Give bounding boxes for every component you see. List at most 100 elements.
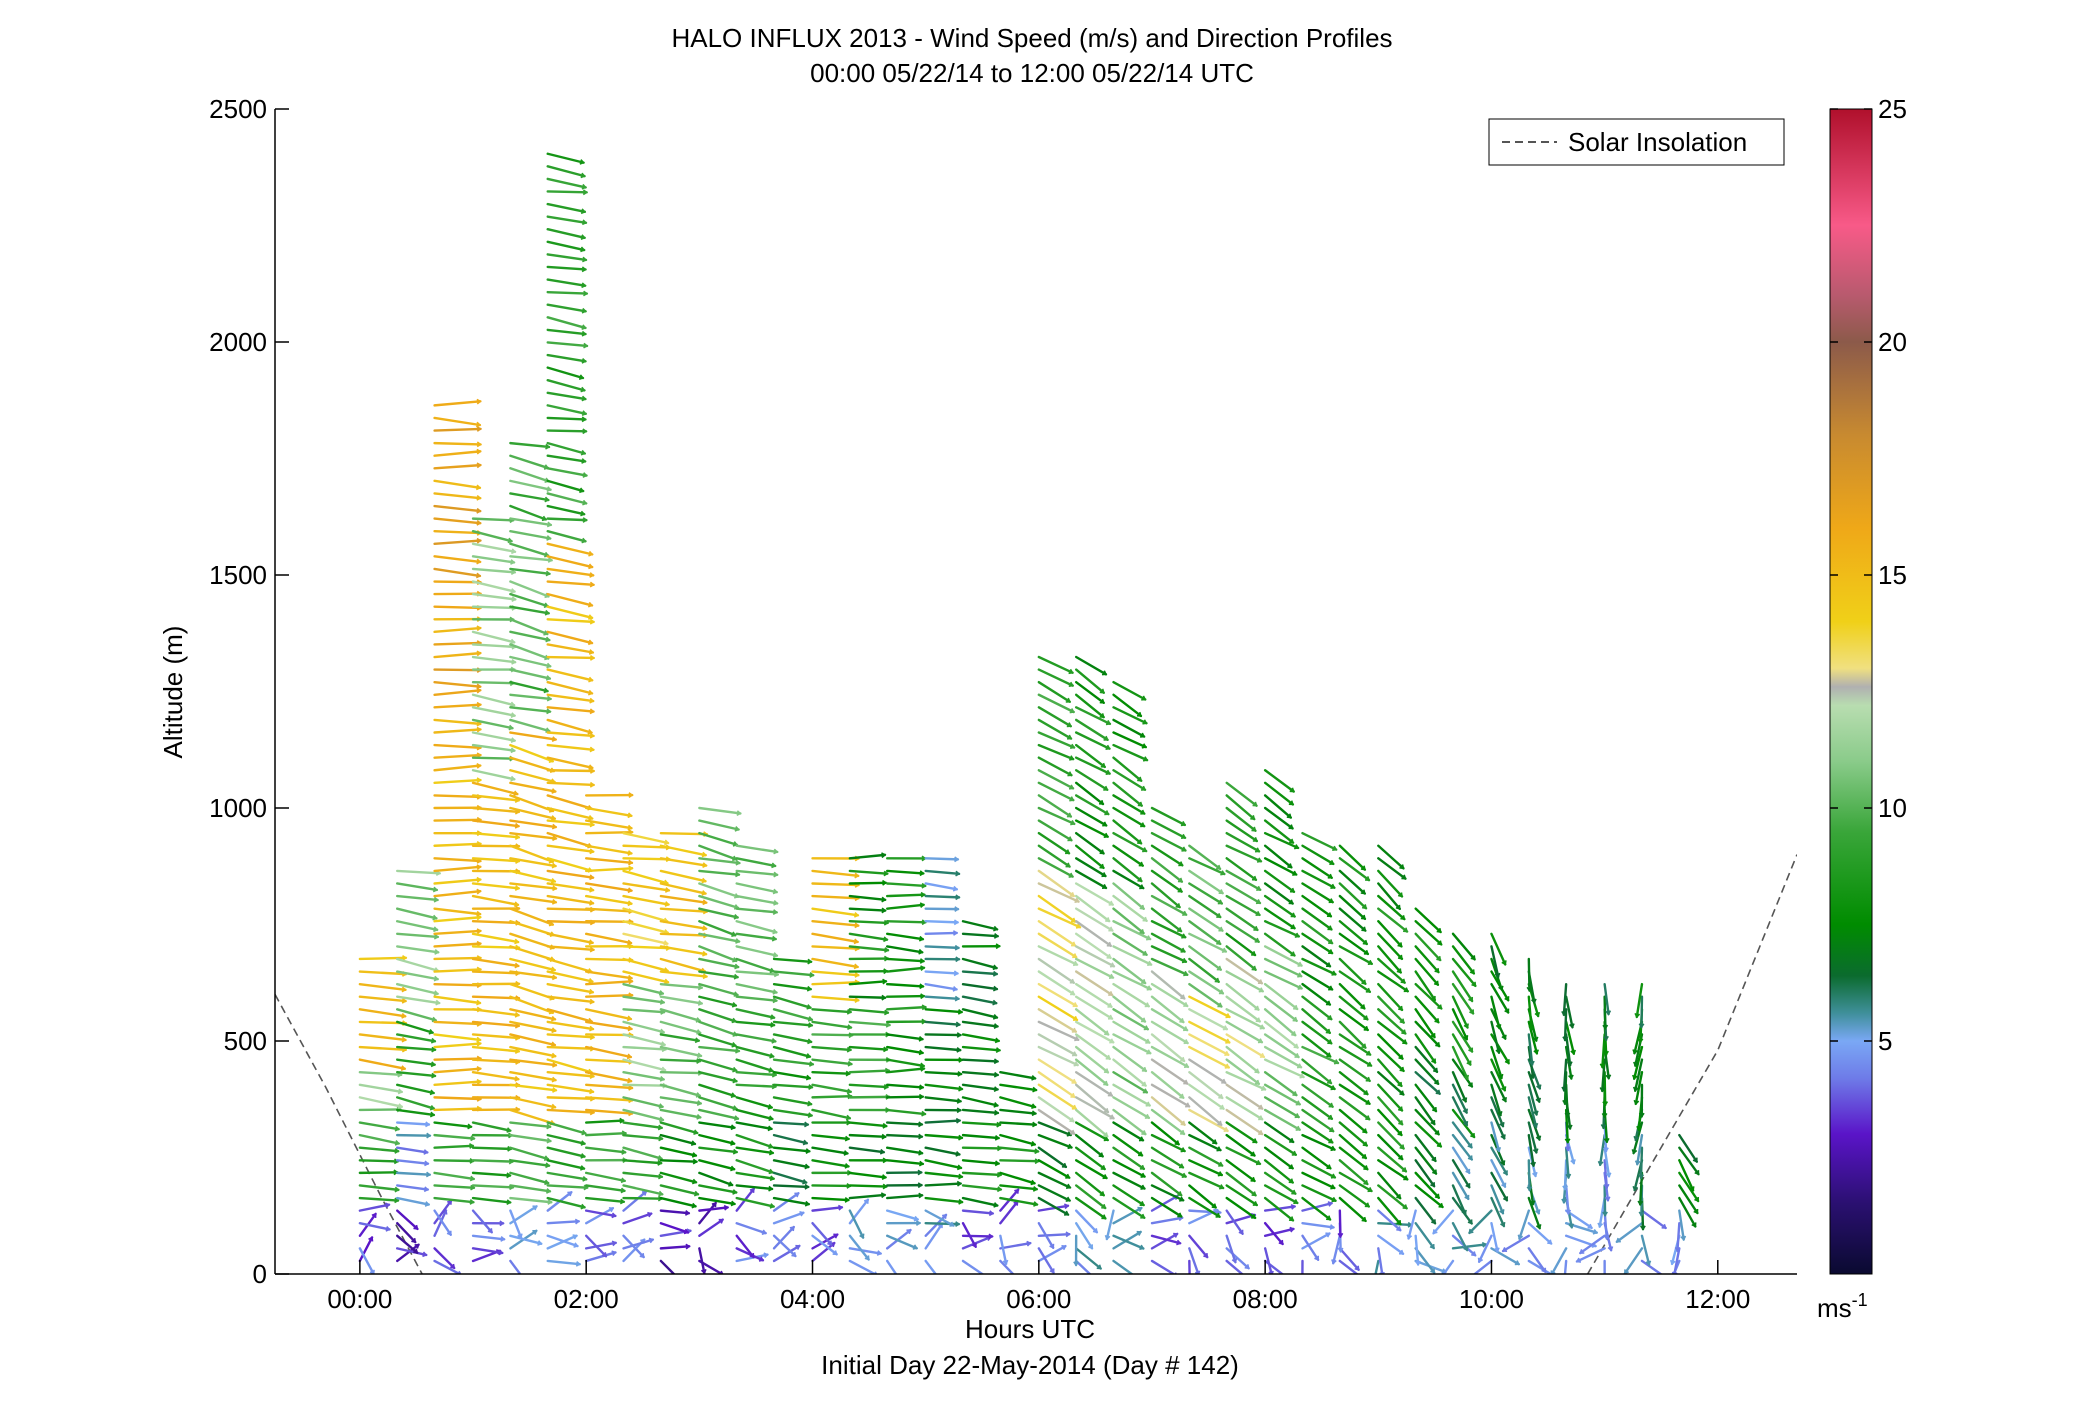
wind-vector-head — [1251, 965, 1257, 971]
wind-vector-head — [1502, 1170, 1508, 1176]
wind-vector — [772, 1225, 795, 1250]
wind-vector — [509, 555, 553, 562]
wind-vector-head — [1174, 1140, 1180, 1146]
wind-vector — [546, 630, 594, 645]
wind-vector — [735, 1133, 774, 1149]
wind-vector-head — [589, 697, 595, 704]
wind-vector — [1225, 869, 1262, 891]
wind-vector-head — [994, 1037, 1001, 1044]
wind-vector-head — [1254, 1068, 1260, 1074]
wind-vector — [358, 1008, 407, 1018]
wind-vector — [848, 1234, 870, 1261]
wind-vector-head — [546, 1137, 552, 1144]
wind-vector — [1150, 957, 1189, 976]
wind-vector — [622, 1121, 663, 1130]
wind-vector — [433, 753, 482, 759]
wind-vector-head — [827, 1240, 833, 1246]
wind-vector — [1338, 1247, 1360, 1271]
wind-vector — [471, 605, 517, 610]
wind-vector-head — [735, 871, 741, 878]
wind-vector-head — [1069, 1117, 1075, 1123]
wind-vector-head — [701, 877, 707, 884]
wind-vector — [1338, 1033, 1372, 1056]
wind-vector-head — [581, 537, 587, 544]
wind-vector — [584, 1083, 634, 1090]
wind-vector — [772, 970, 815, 977]
wind-vector — [546, 1234, 579, 1248]
wind-vector — [1074, 970, 1114, 997]
wind-vector-head — [1371, 1286, 1375, 1290]
wind-vector-head — [1069, 978, 1075, 984]
wind-vector-head — [510, 737, 517, 743]
wind-vector-head — [510, 638, 516, 645]
wind-vector-head — [1600, 1124, 1607, 1130]
wind-vector — [698, 1020, 738, 1037]
wind-vector-head — [579, 487, 585, 494]
wind-vector-head — [1541, 1267, 1547, 1273]
wind-vector-head — [1550, 1270, 1556, 1274]
wind-vector-head — [658, 1173, 664, 1180]
wind-vector-head — [992, 985, 999, 992]
wind-vector — [961, 1184, 1003, 1191]
wind-vector-head — [1139, 904, 1145, 910]
wind-vector-head — [720, 1270, 724, 1274]
wind-vector — [1374, 1259, 1380, 1274]
wind-vector — [509, 1096, 557, 1109]
wind-vector — [811, 869, 860, 878]
wind-vector-head — [1031, 1110, 1037, 1117]
wind-vector-head — [749, 1253, 755, 1259]
wind-vector — [811, 970, 860, 977]
wind-vector — [509, 756, 556, 773]
wind-vector-head — [1330, 1184, 1336, 1190]
wind-vector-head — [1694, 1170, 1700, 1176]
wind-vector-head — [581, 307, 588, 314]
wind-vector-head — [807, 1016, 814, 1022]
wind-vector-head — [1139, 884, 1145, 890]
wind-vector — [1414, 1196, 1437, 1225]
wind-vector — [509, 869, 557, 883]
wind-vector — [1150, 819, 1187, 839]
wind-vector-head — [1178, 1163, 1185, 1169]
wind-vector — [1518, 1209, 1531, 1240]
wind-vector-head — [1101, 872, 1107, 878]
wind-vector-head — [1363, 1090, 1369, 1096]
wind-vector-head — [694, 1037, 701, 1044]
wind-vector — [1074, 1058, 1109, 1086]
wind-vector — [546, 341, 589, 348]
wind-vector-head — [993, 1102, 999, 1108]
wind-vector — [471, 1209, 493, 1234]
wind-vector — [1074, 693, 1105, 719]
wind-vector — [546, 1146, 586, 1158]
wind-vector-head — [1070, 819, 1076, 826]
wind-vector-head — [988, 1210, 995, 1217]
wind-vector-head — [1325, 1000, 1332, 1006]
wind-vector-head — [695, 1017, 702, 1023]
wind-vector — [1301, 1058, 1333, 1085]
wind-vector — [1338, 932, 1370, 956]
wind-vector — [622, 957, 669, 973]
wind-vector — [811, 1146, 849, 1155]
wind-vector — [961, 1071, 999, 1077]
wind-vector — [1490, 1071, 1507, 1103]
wind-vector-head — [918, 1160, 925, 1167]
wind-vector-head — [1470, 1132, 1476, 1139]
wind-vector — [546, 618, 595, 624]
wind-vector-head — [430, 1037, 437, 1044]
wind-vector-head — [1326, 1052, 1332, 1058]
wind-vector — [433, 680, 482, 688]
wind-vector-head — [589, 998, 595, 1005]
wind-vector-head — [1181, 1172, 1187, 1179]
wind-vector-head — [476, 448, 482, 455]
wind-vector-head — [582, 517, 588, 523]
wind-vector — [698, 844, 738, 861]
wind-vector-head — [846, 1046, 852, 1053]
wind-vector — [1451, 1058, 1474, 1088]
wind-vector — [811, 882, 860, 887]
wind-vector-head — [432, 886, 439, 893]
wind-vector-head — [1360, 889, 1366, 895]
wind-vector — [772, 1146, 811, 1153]
wind-vector-head — [589, 886, 595, 893]
wind-vector — [1338, 1121, 1368, 1147]
wind-vector-head — [1468, 996, 1474, 1003]
wind-vector-head — [1180, 1129, 1186, 1135]
